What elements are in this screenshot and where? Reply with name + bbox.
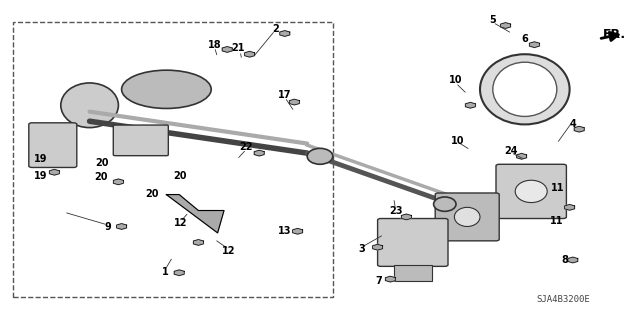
Polygon shape [244,51,255,57]
Polygon shape [166,195,224,233]
Ellipse shape [515,180,547,203]
Polygon shape [280,31,290,36]
Polygon shape [500,23,511,28]
Text: 18: 18 [207,40,221,50]
Polygon shape [516,153,527,159]
Text: 6: 6 [522,34,528,44]
Ellipse shape [61,83,118,128]
Text: 11: 11 [551,183,565,193]
Polygon shape [174,270,184,276]
FancyBboxPatch shape [435,193,499,241]
Text: 1: 1 [162,267,168,277]
Polygon shape [292,228,303,234]
Text: 2: 2 [272,24,278,34]
Text: 20: 20 [94,172,108,182]
Polygon shape [116,224,127,229]
Text: 22: 22 [239,142,253,152]
Polygon shape [113,179,124,185]
Ellipse shape [454,207,480,226]
Text: 5: 5 [490,15,496,25]
Text: FR.: FR. [603,28,626,41]
Text: 12: 12 [173,218,188,228]
Bar [394,265,432,281]
Polygon shape [465,102,476,108]
Polygon shape [254,150,264,156]
Text: 24: 24 [504,145,518,156]
Polygon shape [49,169,60,175]
Text: 11: 11 [550,216,564,226]
Text: 19: 19 [34,171,48,181]
Ellipse shape [480,54,570,124]
Polygon shape [574,126,584,132]
Ellipse shape [434,197,456,211]
Text: 12: 12 [222,246,236,256]
Text: 8: 8 [561,255,568,265]
Text: 23: 23 [388,205,403,216]
Polygon shape [568,257,578,263]
FancyBboxPatch shape [378,219,448,266]
FancyBboxPatch shape [113,125,168,156]
Ellipse shape [307,148,333,164]
Ellipse shape [122,70,211,108]
Text: 10: 10 [449,75,463,85]
Ellipse shape [493,62,557,116]
Text: 9: 9 [104,222,111,232]
Text: 13: 13 [278,226,292,236]
Polygon shape [222,47,232,52]
FancyBboxPatch shape [496,164,566,219]
Text: 10: 10 [451,136,465,146]
Polygon shape [385,276,396,282]
Text: SJA4B3200E: SJA4B3200E [536,295,590,304]
Text: 20: 20 [145,189,159,199]
Polygon shape [289,99,300,105]
Text: 21: 21 [231,43,245,54]
Polygon shape [401,214,412,220]
Polygon shape [529,42,540,48]
Text: 20: 20 [173,171,188,181]
FancyBboxPatch shape [29,123,77,167]
Text: 19: 19 [34,154,48,164]
Text: 4: 4 [570,119,576,129]
Text: 20: 20 [95,158,109,168]
Polygon shape [193,240,204,245]
Text: 7: 7 [376,276,382,286]
Bar [13,22,333,297]
Text: 3: 3 [358,244,365,255]
Polygon shape [564,204,575,210]
Polygon shape [372,244,383,250]
Text: 17: 17 [278,90,292,100]
